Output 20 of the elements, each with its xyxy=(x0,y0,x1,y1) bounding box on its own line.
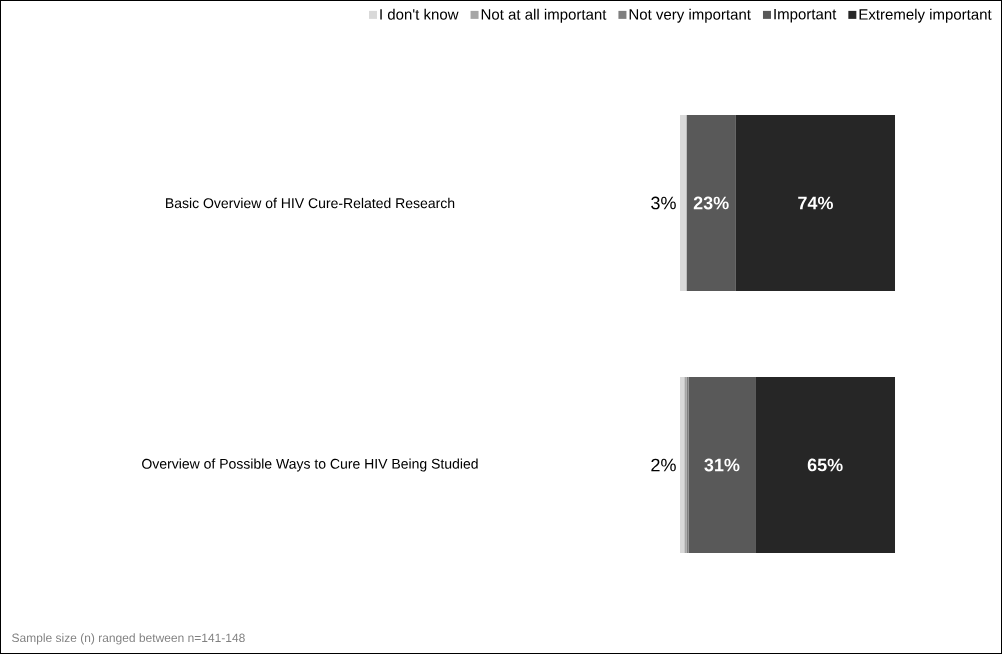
legend-label: Extremely important xyxy=(859,8,992,23)
y-tick-label: Basic Overview of HIV Cure-Related Research xyxy=(166,197,455,209)
y-tick-label: Overview of Possible Ways to Cure HIV Being Studied xyxy=(142,458,478,472)
legend-label: Not very important xyxy=(629,8,751,23)
legend-label: Not at all important xyxy=(481,8,607,23)
legend-label: Important xyxy=(774,8,837,23)
bar xyxy=(688,377,756,553)
data-label: 31% xyxy=(704,458,740,472)
bar xyxy=(735,115,896,291)
data-label: 65% xyxy=(807,458,843,472)
data-label: 74% xyxy=(798,196,833,210)
text: Sample size (n) ranged between n=141-148 xyxy=(12,633,245,645)
bar xyxy=(680,115,687,291)
bar xyxy=(680,377,685,553)
data-label: 3% xyxy=(651,196,676,210)
data-label: 23% xyxy=(693,196,729,210)
bar xyxy=(755,377,896,553)
data-label: 2% xyxy=(651,458,676,472)
legend-label: I don't know xyxy=(380,8,459,20)
bar xyxy=(686,115,736,291)
